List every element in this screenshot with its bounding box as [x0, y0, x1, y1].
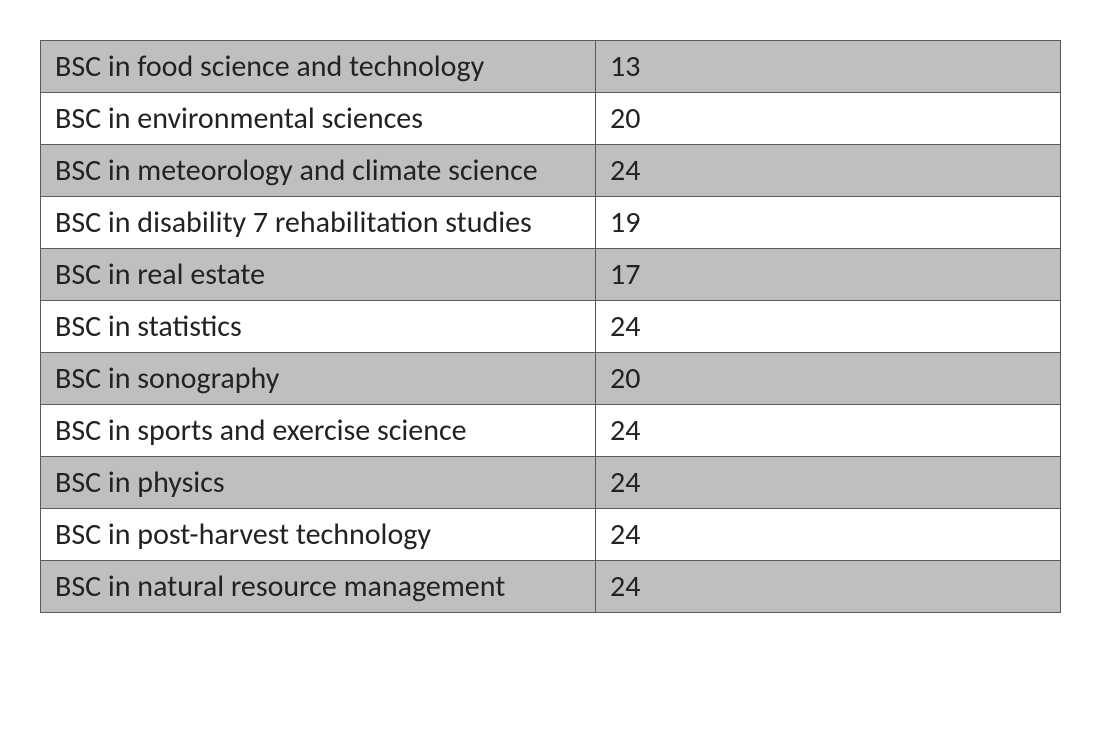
value-cell: 24 [596, 405, 1061, 457]
value-cell: 24 [596, 301, 1061, 353]
value-cell: 24 [596, 457, 1061, 509]
value-cell: 17 [596, 249, 1061, 301]
table-row: BSC in statistics 24 [41, 301, 1061, 353]
program-cell: BSC in meteorology and climate science [41, 145, 596, 197]
table-row: BSC in environmental sciences 20 [41, 93, 1061, 145]
program-cell: BSC in disability 7 rehabilitation studi… [41, 197, 596, 249]
program-cell: BSC in environmental sciences [41, 93, 596, 145]
table-row: BSC in real estate 17 [41, 249, 1061, 301]
value-cell: 24 [596, 145, 1061, 197]
table-row: BSC in food science and technology 13 [41, 41, 1061, 93]
program-cell: BSC in real estate [41, 249, 596, 301]
program-cell: BSC in post-harvest technology [41, 509, 596, 561]
value-cell: 24 [596, 509, 1061, 561]
program-cell: BSC in sports and exercise science [41, 405, 596, 457]
value-cell: 24 [596, 561, 1061, 613]
value-cell: 19 [596, 197, 1061, 249]
value-cell: 13 [596, 41, 1061, 93]
table-row: BSC in physics 24 [41, 457, 1061, 509]
table-row: BSC in sonography 20 [41, 353, 1061, 405]
value-cell: 20 [596, 353, 1061, 405]
programs-table-body: BSC in food science and technology 13 BS… [41, 41, 1061, 613]
value-cell: 20 [596, 93, 1061, 145]
programs-table: BSC in food science and technology 13 BS… [40, 40, 1061, 613]
table-row: BSC in natural resource management 24 [41, 561, 1061, 613]
table-row: BSC in post-harvest technology 24 [41, 509, 1061, 561]
table-row: BSC in disability 7 rehabilitation studi… [41, 197, 1061, 249]
program-cell: BSC in statistics [41, 301, 596, 353]
program-cell: BSC in physics [41, 457, 596, 509]
program-cell: BSC in food science and technology [41, 41, 596, 93]
program-cell: BSC in sonography [41, 353, 596, 405]
program-cell: BSC in natural resource management [41, 561, 596, 613]
table-row: BSC in sports and exercise science 24 [41, 405, 1061, 457]
table-row: BSC in meteorology and climate science 2… [41, 145, 1061, 197]
